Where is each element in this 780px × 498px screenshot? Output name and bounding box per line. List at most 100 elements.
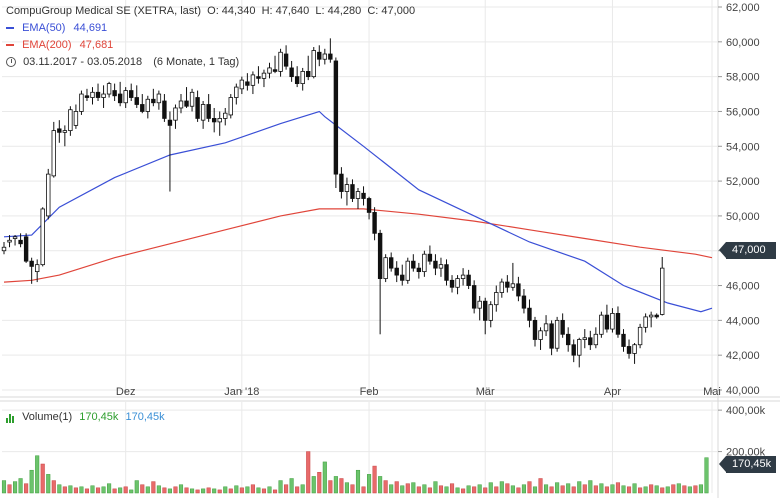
ema200-legend[interactable]: EMA(200) 47,681 <box>6 39 113 51</box>
volume-bar <box>140 484 145 494</box>
candle-body <box>494 292 499 306</box>
volume-bar <box>333 476 338 494</box>
time-range-row: 03.11.2017 - 03.05.2018 (6 Monate, 1 Tag… <box>6 56 239 68</box>
volume-bar <box>267 486 272 494</box>
volume-bar <box>394 481 399 494</box>
volume-bar <box>134 480 139 494</box>
candle-body <box>134 97 139 105</box>
candle-body <box>648 314 654 318</box>
candle <box>488 301 493 328</box>
candle-body <box>250 74 256 86</box>
volume-bar <box>112 488 117 494</box>
volume-bar <box>261 488 267 494</box>
ema50-legend[interactable]: EMA(50) 44,691 <box>6 22 107 34</box>
candle <box>272 55 278 74</box>
candle <box>90 87 95 105</box>
volume-bar <box>416 486 421 494</box>
candle-body <box>162 100 167 119</box>
volume-bar <box>427 487 432 494</box>
volume-bar <box>1 480 7 494</box>
volume-bar <box>272 489 278 494</box>
candle <box>577 337 582 368</box>
volume-bar <box>538 478 543 494</box>
candle-body <box>79 93 84 112</box>
candle <box>599 311 604 338</box>
candle <box>350 179 355 202</box>
volume-bar <box>593 485 598 494</box>
candle <box>79 90 84 115</box>
candle-body <box>256 76 261 79</box>
volume-bar <box>693 485 698 494</box>
volume-bar <box>704 457 709 494</box>
candle <box>261 69 267 88</box>
candle <box>278 48 283 77</box>
candle-body <box>543 323 549 332</box>
candle-body <box>300 71 305 84</box>
candle-body <box>621 333 626 347</box>
candle-body <box>57 128 62 133</box>
volume-value-1: 170,45k <box>79 411 119 423</box>
candle <box>377 229 383 335</box>
candle <box>632 342 637 364</box>
volume-bar <box>350 484 355 494</box>
candle <box>516 276 521 302</box>
volume-bar <box>621 485 626 494</box>
candle <box>565 327 571 352</box>
candle <box>405 257 410 284</box>
candle-body <box>532 319 538 340</box>
volume-bar <box>577 481 582 494</box>
candle-body <box>46 173 51 217</box>
candle-body <box>577 339 582 356</box>
candle <box>306 55 311 81</box>
volume-bar <box>322 461 327 494</box>
candle-body <box>7 239 12 243</box>
volume-bar <box>178 484 184 494</box>
candle <box>344 177 350 206</box>
volume-bar <box>472 486 477 494</box>
candle <box>1 242 7 255</box>
candle-body <box>29 260 34 267</box>
volume-bar <box>400 485 405 494</box>
candle <box>460 268 466 286</box>
candle <box>12 235 18 246</box>
volume-bar <box>438 485 444 494</box>
candle-body <box>422 253 427 273</box>
candle-body <box>350 184 355 199</box>
candle <box>372 207 377 241</box>
volume-bar <box>162 487 167 494</box>
candle-body <box>427 253 433 262</box>
volume-bar <box>57 484 62 494</box>
candle-body <box>477 300 482 309</box>
candle-body <box>599 314 604 335</box>
candle <box>95 83 101 102</box>
candle-body <box>510 283 516 288</box>
candle <box>300 67 305 91</box>
ema50-label: EMA(50) <box>22 22 66 34</box>
volume-bar <box>84 488 90 494</box>
volume-bar <box>698 484 703 494</box>
date-tick-label: Jan '18 <box>224 386 259 398</box>
volume-bar <box>461 488 466 494</box>
volume-bar <box>306 451 311 494</box>
volume-legend[interactable]: Volume(1) 170,45k 170,45k <box>6 411 165 424</box>
candle <box>588 330 593 350</box>
period-label: (6 Monate, 1 Tag) <box>153 56 240 68</box>
candle <box>328 38 333 63</box>
candle <box>654 313 659 319</box>
date-tick-label: Dez <box>116 386 136 398</box>
volume-bar <box>643 486 648 494</box>
candle-body <box>588 337 593 346</box>
volume-bar <box>483 487 488 494</box>
candle-body <box>178 100 184 109</box>
candle-body <box>610 312 615 330</box>
ema50-swatch <box>6 27 14 30</box>
candle <box>333 57 339 189</box>
candle <box>543 315 549 337</box>
candle <box>189 88 195 112</box>
price-tick-label: 60,000 <box>726 37 760 49</box>
candle <box>178 94 184 114</box>
candle <box>494 285 499 312</box>
volume-bar <box>411 482 416 494</box>
volume-bar <box>676 483 681 494</box>
candle <box>433 254 438 276</box>
